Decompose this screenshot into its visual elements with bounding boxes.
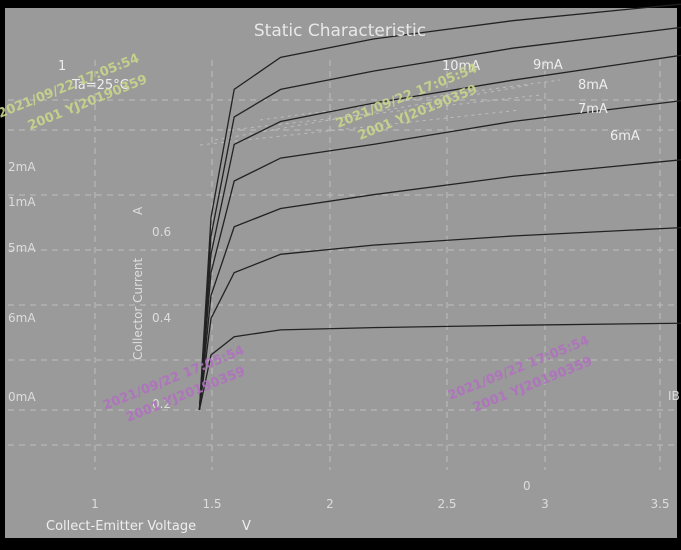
top-curve-label: 9mA — [533, 58, 563, 73]
top-curve-label: 6mA — [610, 129, 640, 144]
ghost-line — [214, 84, 531, 141]
left-curve-label: 2mA — [8, 160, 36, 174]
series-line-5mA — [198, 54, 681, 411]
ib-side-label: IB — [668, 389, 680, 403]
x-tick-label: 2.5 — [437, 497, 456, 511]
ghost-line — [259, 79, 561, 121]
x-tick-label: 1 — [91, 497, 99, 511]
left-curve-label: 5mA — [8, 241, 36, 255]
x-tick-label: 2 — [326, 497, 334, 511]
y-axis-label: Collector Current — [131, 257, 145, 360]
y-tick-labels: 0.2 0.4 0.6 — [152, 225, 171, 411]
chart-title: Static Characteristic — [254, 21, 426, 41]
top-curve-label: 10mA — [442, 59, 480, 74]
ghost-line — [199, 109, 521, 146]
top-curve-label: 7mA — [578, 102, 608, 117]
plot-background — [5, 8, 677, 538]
grid-lines — [8, 60, 676, 470]
x-tick-label: 3 — [541, 497, 549, 511]
left-curve-label: 1mA — [8, 195, 36, 209]
y-tick-label: 0.6 — [152, 225, 171, 239]
left-curve-label: 0mA — [8, 390, 36, 404]
top-curve-label: 1 — [58, 59, 66, 74]
x-axis-label: Collect-Emitter Voltage — [46, 519, 196, 534]
y-axis-unit: A — [131, 206, 145, 215]
ghost-line — [229, 94, 541, 131]
x-axis-unit: V — [242, 519, 251, 534]
series-line-6mA — [198, 26, 681, 411]
series-line-7mA — [198, 3, 681, 411]
series-line-1mA — [198, 322, 681, 411]
y-tick-label: 0.2 — [152, 397, 171, 411]
series-curves — [198, 3, 681, 411]
y-tick-label: 0.4 — [152, 311, 171, 325]
top-curve-label: 8mA — [578, 78, 608, 93]
temperature-annotation: Ta=25°C — [71, 78, 129, 93]
x-tick-labels: 1 1.5 2 2.5 3 3.5 — [91, 497, 669, 511]
ghost-overlay-lines — [199, 79, 561, 146]
x-tick-label: 3.5 — [650, 497, 669, 511]
series-line-2mA — [198, 227, 681, 411]
x-tick-label: 1.5 — [202, 497, 221, 511]
left-curve-labels: 2mA 1mA 5mA 6mA 0mA — [8, 160, 36, 404]
series-line-3mA — [198, 159, 681, 411]
series-line-4mA — [198, 100, 681, 411]
inset-zero-label: 0 — [523, 479, 531, 493]
left-curve-label: 6mA — [8, 311, 36, 325]
